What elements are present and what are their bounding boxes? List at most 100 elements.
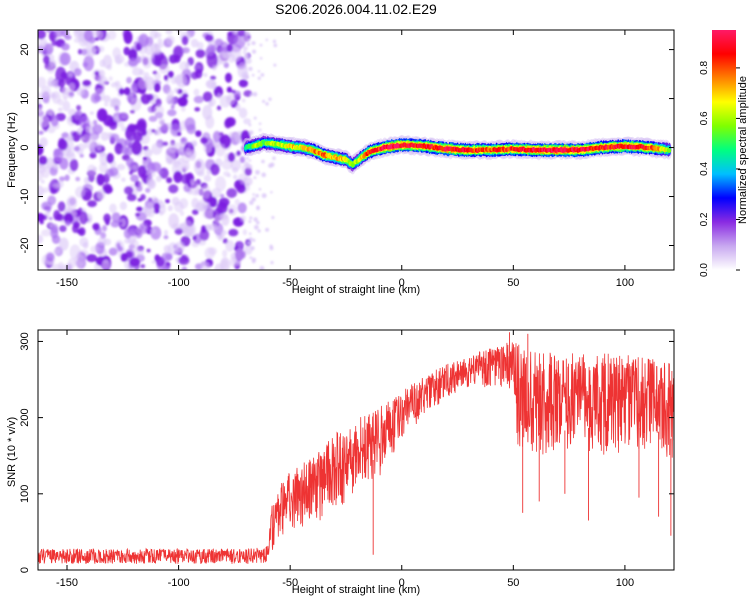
noise-speckle [260,73,265,77]
noise-blob [151,260,156,264]
noise-blob [39,137,48,148]
noise-blob [157,170,163,175]
noise-blob [153,83,161,93]
noise-speckle [261,159,265,164]
noise-blob [74,145,80,152]
noise-blob [163,245,171,254]
noise-blob [140,264,146,269]
noise-blob [85,43,97,58]
noise-blob [139,69,145,76]
colorbar-tick-label: 0.4 [699,162,710,176]
noise-blob [241,35,249,43]
noise-blob [148,115,158,122]
noise-blob [216,93,222,100]
noise-speckle [250,246,255,251]
noise-blob [41,201,53,211]
noise-blob [180,173,191,185]
noise-speckle [270,190,273,194]
noise-blob [124,139,133,147]
snr-x-tick-label: 0 [399,577,405,589]
noise-blob [217,234,223,241]
noise-blob [167,205,173,212]
noise-blob [45,30,52,33]
noise-speckle [248,130,254,135]
noise-blob [68,91,75,97]
noise-blob [52,183,60,189]
spectrogram-x-tick-label: -150 [56,277,78,289]
noise-speckle [272,39,277,44]
noise-blob [79,211,88,225]
noise-blob [40,179,45,184]
noise-blob [177,132,182,136]
spectrogram-x-tick-label: 50 [507,277,519,289]
noise-blob [116,163,126,171]
noise-speckle [252,193,255,196]
noise-blob [52,164,59,170]
noise-blob [59,225,67,233]
noise-blob [163,229,169,236]
noise-blob [151,142,163,155]
noise-blob [107,30,117,40]
noise-blob [79,115,90,130]
noise-blob [138,33,149,48]
noise-blob [211,81,217,90]
noise-blob [115,57,123,65]
noise-blob [177,96,188,107]
noise-blob [153,104,165,118]
spectrogram-x-tick-label: -100 [168,277,190,289]
noise-blob [123,87,131,96]
noise-blob [47,125,56,134]
noise-blob [136,206,143,212]
noise-blob [241,98,246,103]
noise-blob [38,114,50,128]
noise-blob [67,116,73,122]
noise-blob [237,30,247,37]
snr-spikes [372,332,672,555]
noise-blob [143,148,153,158]
noise-blob [57,78,66,88]
noise-blob [48,260,54,266]
snr-y-axis-title: SNR (10 * v/v) [6,417,18,487]
noise-blob [63,96,68,101]
noise-speckle [273,43,278,48]
noise-blob [163,235,169,240]
noise-blob [236,183,246,194]
noise-blob [244,57,252,64]
noise-speckle [259,43,263,47]
noise-blob [128,48,138,62]
noise-speckle [251,259,256,264]
noise-blob [49,223,54,228]
noise-speckle [265,227,270,232]
noise-blob [94,70,100,76]
noise-blob [153,202,161,212]
colorbar: 0.0 0.2 0.4 0.6 0.8 Normalized spectral ampl… [699,30,749,277]
noise-blob [163,74,169,81]
noise-blob [131,140,142,156]
noise-blob [38,155,48,165]
noise-blob [49,59,57,67]
noise-blob [136,185,143,192]
noise-blob [58,137,66,149]
noise-blob [194,68,203,79]
noise-blob [96,173,105,186]
noise-speckle [247,241,251,245]
noise-blob [135,120,147,137]
noise-blob [231,46,242,62]
noise-blob [210,163,220,176]
noise-blob [109,133,120,142]
noise-blob [57,98,64,106]
noise-blob [202,91,213,102]
noise-blob [146,248,151,253]
noise-speckle [248,219,252,224]
noise-blob [126,193,137,202]
noise-blob [215,142,226,157]
noise-speckle [262,99,266,103]
noise-blob [168,184,179,194]
noise-blob [226,44,233,53]
noise-blob [210,75,217,81]
noise-speckle [243,53,249,59]
noise-blob [202,209,214,219]
noise-blob [40,85,51,98]
noise-blob [230,89,236,94]
noise-blob [240,215,247,223]
